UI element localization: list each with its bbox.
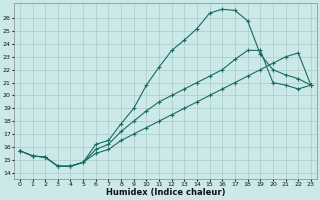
- X-axis label: Humidex (Indice chaleur): Humidex (Indice chaleur): [106, 188, 225, 197]
